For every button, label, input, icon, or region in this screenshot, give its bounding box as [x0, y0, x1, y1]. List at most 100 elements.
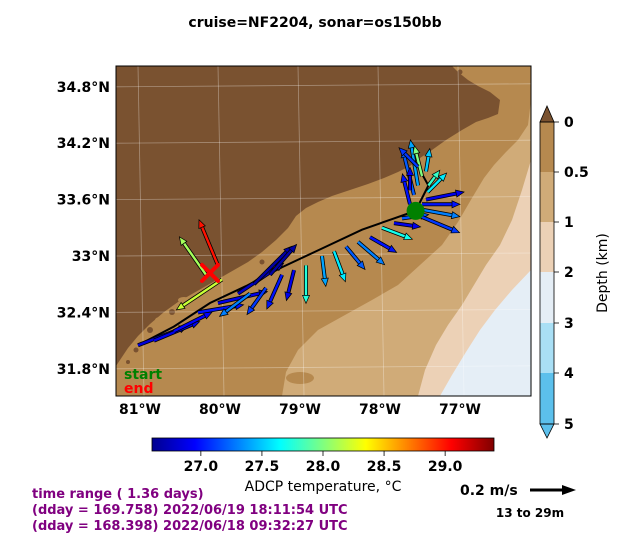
vector-shaft	[200, 226, 220, 266]
vector-shaft	[183, 242, 207, 276]
vector-head	[411, 221, 422, 230]
vector-head	[178, 236, 188, 246]
map-area: start end 34.8°N 34.2°N 33.6°N 33°N 32.4°N 31…	[57, 65, 532, 418]
lon-tick-label: 80°W	[199, 402, 241, 418]
velocity-scale: 0.2 m/s 13 to 29m	[460, 483, 576, 520]
velocity-vector	[218, 292, 252, 317]
time-range-text: time range ( 1.36 days)	[32, 487, 204, 502]
vector-shaft	[225, 292, 251, 313]
vector-head	[320, 277, 329, 288]
longitude-tick-labels: 81°W 80°W 79°W 78°W 77°W	[119, 402, 481, 418]
velocity-vectors	[137, 139, 465, 348]
lon-tick-label: 79°W	[279, 402, 321, 418]
scale-depth-range: 13 to 29m	[496, 506, 564, 520]
temperature-colorbar-label: ADCP temperature, °C	[245, 479, 402, 495]
velocity-vector	[268, 243, 298, 277]
vector-head	[398, 147, 408, 157]
end-time-text: (dday = 169.758) 2022/06/19 18:11:54 UTC	[32, 503, 348, 518]
temp-tick-label: 29.0	[428, 459, 463, 475]
depth-colorbar-segment	[540, 172, 554, 222]
vector-head	[284, 291, 293, 302]
lat-tick-label: 33.6°N	[57, 193, 110, 209]
meridian-line	[377, 66, 385, 396]
velocity-vector	[332, 250, 347, 283]
velocity-vector	[426, 169, 441, 187]
vector-shaft	[369, 236, 391, 250]
vector-shaft	[253, 251, 288, 286]
velocity-vector	[412, 144, 424, 177]
vector-shaft	[173, 314, 206, 333]
meridian-line	[137, 66, 145, 396]
parallel-line	[116, 252, 531, 257]
vector-head	[301, 295, 311, 305]
parallel-line	[116, 83, 531, 88]
vector-head	[431, 169, 441, 180]
depth-colorbar-top-cap	[539, 105, 555, 123]
vector-head	[266, 299, 274, 310]
meridian-line	[217, 66, 225, 396]
temperature-colorbar: 27.0 27.5 28.0 28.5 29.0 ADCP temperature, °…	[151, 437, 495, 495]
latitude-tick-labels: 34.8°N 34.2°N 33.6°N 33°N 32.4°N 31.8°N	[57, 80, 110, 378]
velocity-vector	[405, 166, 415, 191]
vector-head	[403, 232, 414, 241]
vector-shaft	[250, 287, 267, 309]
lat-tick-label: 34.8°N	[57, 80, 110, 96]
velocity-vector	[178, 236, 208, 276]
vector-shaft	[425, 192, 457, 201]
depth-colorbar-segment	[540, 222, 554, 272]
vector-head	[407, 139, 416, 149]
depth-colorbar-label: Depth (km)	[595, 233, 611, 313]
depth-colorbar-segment	[540, 373, 554, 424]
graticule	[116, 66, 531, 396]
temp-tick-label: 27.0	[184, 459, 219, 475]
velocity-vector	[198, 218, 220, 267]
depth-colorbar-bottom-cap	[539, 423, 555, 439]
velocity-vector	[301, 265, 311, 305]
vector-shaft	[332, 250, 344, 275]
vector-head	[424, 147, 433, 158]
temperature-colorbar-bar	[151, 437, 495, 452]
parallel-line	[116, 196, 531, 200]
velocity-vector	[398, 147, 420, 169]
vector-shaft	[427, 175, 436, 187]
depth-tick-label: 1	[564, 215, 574, 231]
coast-islands	[126, 69, 463, 364]
velocity-vector	[400, 173, 412, 205]
vector-head	[198, 218, 206, 230]
vector-head	[450, 225, 461, 234]
velocity-vector	[422, 200, 461, 209]
lon-tick-label: 78°W	[359, 402, 401, 418]
velocity-vector	[381, 225, 414, 241]
vector-shaft	[357, 240, 380, 261]
start-marker	[406, 201, 425, 220]
depth-colorbar-ticks: 0 0.5 1 2 3 4 5	[554, 115, 589, 433]
vector-head	[400, 173, 409, 183]
vector-shaft	[381, 226, 406, 238]
depth-colorbar-frame	[539, 121, 555, 425]
temp-tick-label: 28.5	[367, 459, 402, 475]
lat-tick-label: 31.8°N	[57, 362, 110, 378]
velocity-vector	[424, 147, 433, 172]
depth-tick-label: 4	[564, 366, 574, 382]
velocity-vector	[320, 255, 329, 288]
end-label: end	[124, 381, 153, 397]
vector-shaft	[269, 249, 293, 276]
meridian-line	[457, 66, 465, 396]
vector-head	[451, 200, 461, 209]
vector-shaft	[182, 278, 223, 307]
land	[116, 66, 500, 366]
velocity-vector	[246, 286, 268, 316]
parallel-line	[116, 139, 531, 144]
vector-shaft	[287, 269, 296, 294]
temperature-colorbar-ticks: 27.0 27.5 28.0 28.5 29.0	[184, 451, 463, 475]
depth-colorbar-segment	[540, 122, 554, 172]
vector-shaft	[403, 152, 419, 168]
figure-title: cruise=NF2204, sonar=os150bb	[188, 15, 441, 31]
depth-tick-label: 3	[564, 316, 574, 332]
lat-tick-label: 32.4°N	[57, 305, 110, 321]
start-time-text: (dday = 168.398) 2022/06/18 09:32:27 UTC	[32, 519, 348, 534]
lat-tick-label: 34.2°N	[57, 136, 110, 152]
vector-head	[356, 260, 366, 271]
depth-tick-label: 2	[564, 265, 574, 281]
